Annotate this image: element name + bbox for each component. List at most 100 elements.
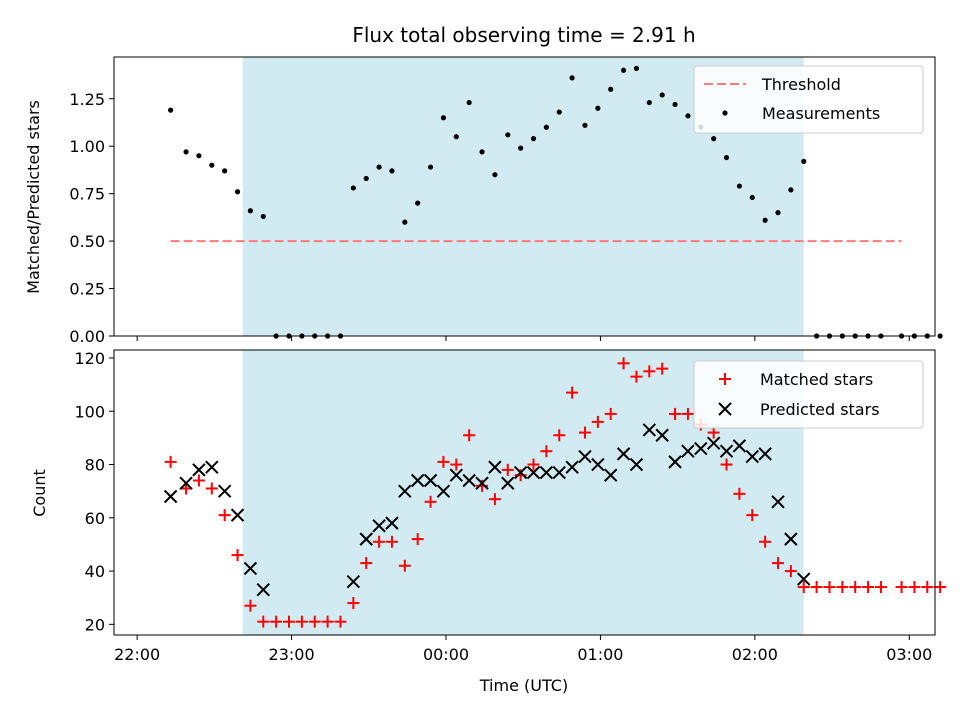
measurement-point [492, 172, 498, 178]
measurement-point [389, 168, 395, 174]
measurement-point [937, 333, 943, 339]
x-tick-label: 01:00 [577, 645, 623, 664]
predicted-star-point [513, 465, 528, 480]
matched-star-point [578, 426, 591, 439]
predicted-star-point [655, 428, 669, 442]
measurement-point [659, 92, 665, 98]
predicted-star-point [346, 575, 361, 589]
measurement-point [247, 208, 254, 214]
matched-star-point [373, 535, 386, 548]
measurement-point [582, 122, 588, 128]
bottom-axes-frame [113, 349, 936, 636]
predicted-star-point [243, 561, 258, 576]
matched-star-point [604, 407, 617, 420]
matched-star-point [681, 407, 694, 420]
matched-star-point [772, 557, 785, 570]
measurement-point [222, 168, 228, 174]
predicted-star-point [784, 532, 798, 546]
measurement-point [685, 113, 691, 119]
measurement-point [762, 217, 768, 223]
predicted-star-point [565, 460, 579, 474]
matched-star-point [192, 474, 205, 487]
predicted-star-point [410, 473, 425, 488]
predicted-star-point [616, 447, 631, 461]
matched-star-point [463, 429, 476, 442]
matched-star-point [424, 495, 437, 508]
measurement-point [260, 213, 266, 220]
matched-star-point [231, 549, 244, 562]
predicted-star-point [230, 508, 245, 522]
predicted-star-point [706, 436, 721, 450]
measurement-point [196, 153, 202, 159]
matched-star-point [334, 615, 347, 628]
y-tick-label: 120 [74, 349, 105, 368]
legend-threshold-label: Threshold [761, 75, 841, 94]
predicted-star-point [771, 495, 785, 509]
predicted-star-point [372, 519, 386, 533]
measurement-point [556, 109, 562, 115]
y-tick-label: 1.00 [69, 137, 105, 156]
matched-star-point [385, 535, 398, 548]
matched-star-point [283, 615, 296, 628]
measurement-point [633, 65, 640, 71]
matched-star-point [398, 559, 411, 572]
predicted-star-point [359, 532, 373, 546]
predicted-star-point [385, 516, 399, 530]
measurement-point [672, 101, 678, 108]
matched-star-point [360, 557, 373, 570]
top-x-ticks [136, 336, 910, 341]
matched-star-point [164, 455, 177, 468]
matched-star-point [895, 581, 908, 594]
matched-star-point [257, 615, 270, 628]
measurement-point [749, 194, 755, 201]
matched-star-point [308, 615, 321, 628]
measurement-point [518, 145, 524, 151]
bottom-panel: 20 40 60 80 100 120 22:00 23:00 00:00 01:00 02:00… [30, 349, 947, 695]
matched-star-point [591, 415, 604, 428]
x-tick-label: 22:00 [114, 645, 160, 664]
legend-matched-swatch [719, 373, 731, 385]
y-tick-label: 20 [85, 615, 105, 634]
matched-star-point [823, 581, 836, 594]
y-tick-label: 60 [85, 509, 105, 528]
matched-star-point [707, 426, 720, 439]
measurement-point [788, 187, 794, 193]
matched-star-point [733, 487, 746, 500]
matched-star-point [553, 429, 566, 442]
measurement-point [209, 162, 215, 168]
measurement-point [183, 149, 189, 155]
measurement-point [608, 86, 614, 92]
top-axes-frame [113, 56, 936, 337]
matched-star-point [720, 458, 733, 471]
measurement-point [595, 105, 601, 111]
predicted-star-point [694, 441, 708, 456]
matched-star-point [656, 362, 669, 375]
predicted-star-point [526, 465, 541, 480]
top-panel: 0.00 0.25 0.50 0.75 1.00 1.25 Matched/Predict… [24, 56, 943, 346]
predicted-star-point [423, 473, 438, 488]
top-y-ticks: 0.00 0.25 0.50 0.75 1.00 1.25 [69, 90, 114, 346]
measurement-point [376, 164, 382, 170]
matched-star-point [270, 615, 283, 628]
predicted-star-point [719, 444, 734, 458]
measurement-point [168, 107, 174, 113]
legend-matched-label: Matched stars [760, 370, 873, 389]
measurement-point [530, 136, 537, 142]
measurement-point [427, 164, 434, 170]
matched-star-point [797, 581, 810, 594]
predicted-star-point [449, 468, 464, 482]
matched-star-point [836, 581, 849, 594]
top-legend: Threshold Measurements [693, 65, 924, 134]
x-tick-label: 00:00 [423, 645, 469, 664]
matched-star-point [746, 509, 759, 522]
matched-star-point [488, 493, 501, 506]
measurement-point [453, 134, 459, 140]
matched-star-point [205, 482, 218, 495]
predicted-star-point [745, 449, 759, 464]
y-tick-label: 0.50 [69, 232, 105, 251]
measurement-point [775, 210, 781, 216]
measurement-point [801, 158, 807, 164]
matched-star-point [669, 407, 682, 420]
predicted-star-point [578, 449, 592, 464]
